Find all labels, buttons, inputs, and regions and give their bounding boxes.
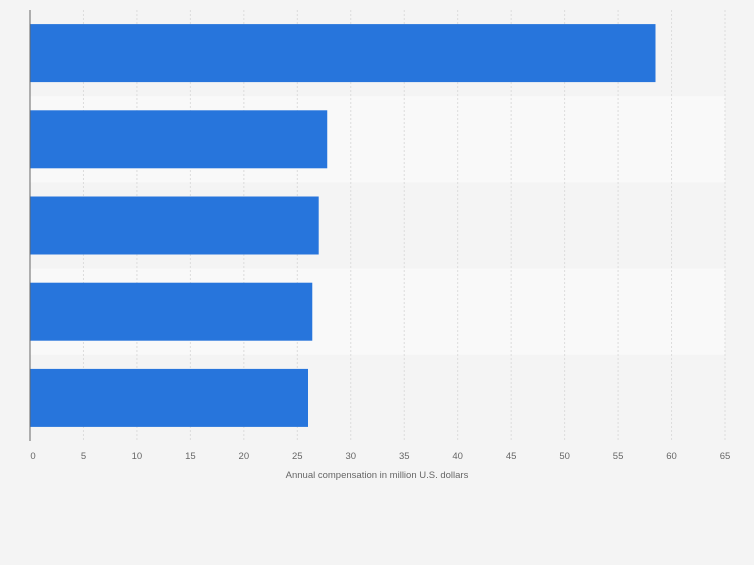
x-tick-label: 30 bbox=[345, 451, 356, 462]
x-tick-label: 15 bbox=[185, 451, 196, 462]
bar[interactable] bbox=[30, 196, 319, 255]
x-tick-label: 0 bbox=[30, 451, 35, 462]
x-tick-label: 10 bbox=[132, 451, 143, 462]
x-tick-label: 60 bbox=[666, 451, 677, 462]
bar[interactable] bbox=[30, 282, 313, 341]
x-tick-label: 40 bbox=[452, 451, 463, 462]
x-tick-label: 5 bbox=[81, 451, 86, 462]
bar[interactable] bbox=[30, 368, 308, 427]
x-tick-label: 65 bbox=[720, 451, 731, 462]
x-tick-label: 25 bbox=[292, 451, 303, 462]
bar[interactable] bbox=[30, 110, 328, 169]
x-axis-label: Annual compensation in million U.S. doll… bbox=[286, 470, 469, 481]
x-tick-label: 35 bbox=[399, 451, 410, 462]
x-tick-label: 50 bbox=[559, 451, 570, 462]
bars bbox=[30, 24, 656, 427]
x-tick-label: 20 bbox=[239, 451, 250, 462]
x-tick-label: 55 bbox=[613, 451, 624, 462]
x-tick-label: 45 bbox=[506, 451, 517, 462]
x-axis-ticks: 0 5 10 15 20 25 30 35 40 45 50 55 60 65 bbox=[30, 451, 730, 462]
bar[interactable] bbox=[30, 24, 656, 83]
